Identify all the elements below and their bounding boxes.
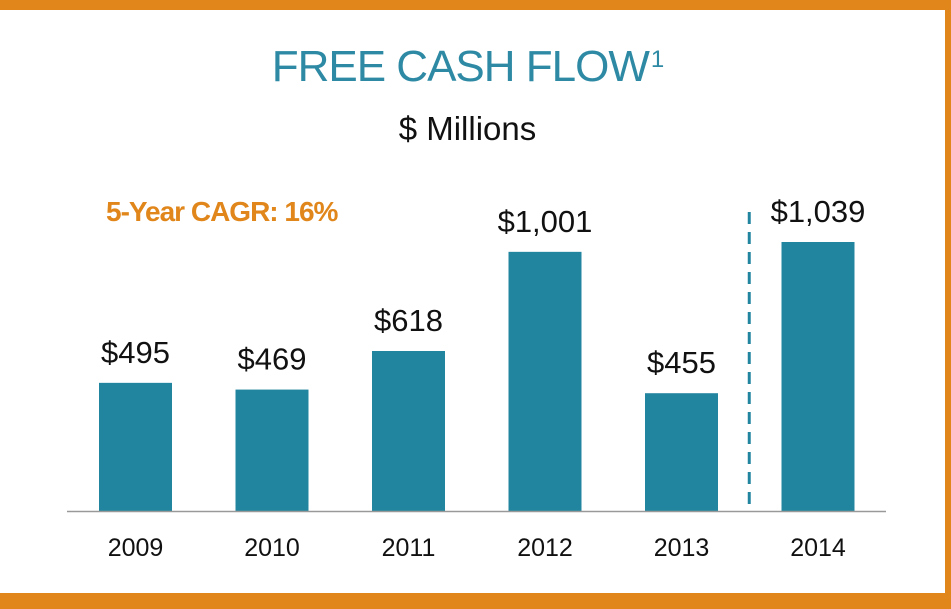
title-footnote-marker: 1 (650, 46, 664, 73)
data-label-2009: $495 (101, 335, 170, 370)
bar-2010 (235, 389, 309, 511)
chart-title-text: FREE CASH FLOW (271, 42, 650, 91)
x-tick-label-2012: 2012 (517, 534, 573, 562)
bar-2009 (99, 382, 172, 511)
chart-subtitle: $ Millions (398, 110, 537, 147)
chart-title: FREE CASH FLOW1 (0, 42, 935, 92)
data-label-2013: $455 (647, 345, 716, 380)
data-label-2010: $469 (238, 342, 307, 377)
bar-2011 (372, 350, 445, 511)
x-tick-label-2009: 2009 (108, 534, 164, 562)
x-tick-label-2011: 2011 (382, 534, 436, 562)
x-tick-label-2010: 2010 (244, 534, 300, 562)
data-label-2011: $618 (374, 303, 443, 338)
data-label-2012: $1,001 (498, 204, 593, 239)
x-tick-label-2014: 2014 (790, 534, 846, 562)
cagr-annotation: 5-Year CAGR: 16% (106, 196, 338, 227)
x-tick-label-2013: 2013 (654, 534, 710, 562)
data-label-2014: $1,039 (771, 194, 866, 229)
bar-2013 (645, 393, 718, 511)
bar-2012 (508, 251, 582, 511)
bar-2014 (781, 242, 855, 511)
